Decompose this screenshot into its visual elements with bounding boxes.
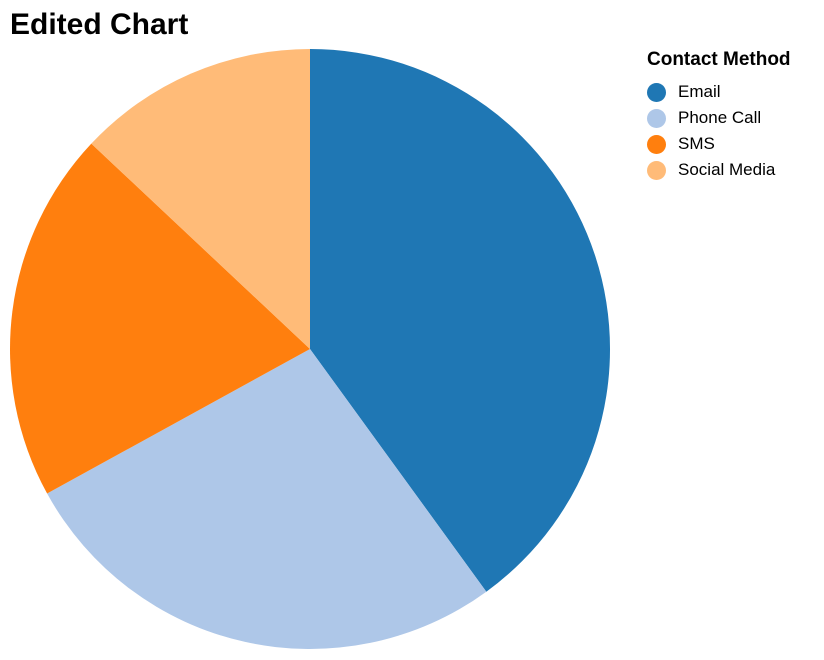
legend-item-phone-call: Phone Call xyxy=(647,105,791,131)
legend-items: Email Phone Call SMS Social Media xyxy=(647,79,791,183)
legend-swatch xyxy=(647,82,666,102)
legend-item-social-media: Social Media xyxy=(647,157,791,183)
legend-item-sms: SMS xyxy=(647,131,791,157)
pie-slice-social-media xyxy=(91,49,310,349)
legend: Contact Method Email Phone Call SMS Social … xyxy=(647,48,791,183)
legend-swatch xyxy=(647,134,666,154)
pie-slice-phone-call xyxy=(47,349,487,650)
pie-slice-sms xyxy=(10,143,311,494)
legend-label: Email xyxy=(678,82,721,101)
pie-slice-email xyxy=(310,49,611,592)
legend-swatch xyxy=(647,108,666,128)
legend-title: Contact Method xyxy=(647,49,791,70)
legend-item-email: Email xyxy=(647,79,791,105)
chart-title: Edited Chart xyxy=(10,8,189,41)
legend-swatch xyxy=(647,160,666,180)
legend-label: Phone Call xyxy=(678,108,762,127)
legend-label: Social Media xyxy=(678,160,776,179)
legend-label: SMS xyxy=(678,134,715,153)
